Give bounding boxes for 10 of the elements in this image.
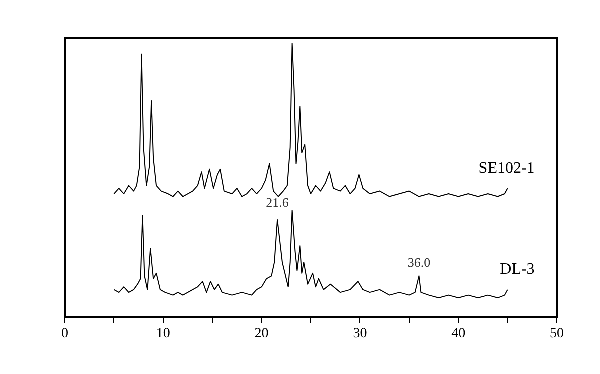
x-tick-label: 20 <box>254 326 269 342</box>
x-tick-label: 50 <box>550 326 564 342</box>
x-tick-label: 30 <box>353 326 368 342</box>
x-tick-label: 10 <box>156 326 170 342</box>
series-label: DL-3 <box>500 261 535 278</box>
series-label: SE102-1 <box>478 160 535 177</box>
x-tick-label: 0 <box>62 326 68 342</box>
annotation: 21.6 <box>266 194 290 210</box>
annotation: 36.0 <box>408 255 431 270</box>
x-tick-label: 40 <box>452 326 466 342</box>
